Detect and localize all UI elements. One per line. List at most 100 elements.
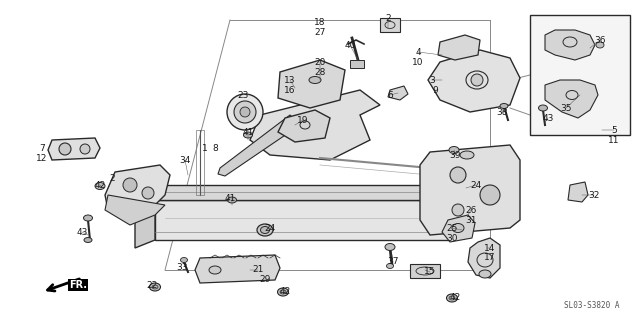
Ellipse shape: [227, 197, 236, 203]
Text: 17: 17: [485, 253, 496, 262]
Polygon shape: [105, 195, 165, 225]
Circle shape: [227, 94, 263, 130]
Bar: [196, 130, 204, 195]
Polygon shape: [388, 86, 408, 100]
Text: 20: 20: [314, 58, 326, 67]
Text: 39: 39: [449, 150, 461, 159]
Text: 2: 2: [109, 173, 115, 182]
Text: 12: 12: [36, 154, 48, 163]
Ellipse shape: [149, 283, 161, 291]
Text: 43: 43: [76, 228, 88, 236]
Text: 4: 4: [415, 47, 421, 57]
Polygon shape: [155, 200, 450, 240]
Ellipse shape: [84, 237, 92, 243]
Text: 31: 31: [465, 215, 477, 225]
Ellipse shape: [209, 266, 221, 274]
Text: 41: 41: [243, 127, 254, 137]
Text: 6: 6: [387, 91, 393, 100]
Text: 19: 19: [297, 116, 309, 124]
Text: 35: 35: [560, 103, 572, 113]
Text: 29: 29: [259, 276, 271, 284]
Text: 24: 24: [471, 180, 481, 189]
Ellipse shape: [260, 227, 269, 234]
Text: 24: 24: [264, 223, 276, 233]
Text: 37: 37: [387, 258, 399, 267]
Polygon shape: [568, 182, 588, 202]
Text: 22: 22: [147, 282, 157, 291]
Text: SL03-S3820 A: SL03-S3820 A: [565, 301, 620, 310]
Ellipse shape: [500, 103, 508, 108]
Polygon shape: [155, 185, 450, 200]
Text: 13: 13: [284, 76, 296, 84]
Text: 23: 23: [237, 91, 249, 100]
Circle shape: [450, 167, 466, 183]
Ellipse shape: [446, 294, 457, 302]
Ellipse shape: [387, 263, 394, 268]
Polygon shape: [135, 185, 155, 248]
Circle shape: [123, 178, 137, 192]
Text: 2: 2: [385, 13, 391, 22]
Text: 34: 34: [179, 156, 190, 164]
Text: 7: 7: [39, 143, 45, 153]
Text: 42: 42: [450, 293, 460, 302]
Polygon shape: [468, 238, 500, 278]
Polygon shape: [442, 215, 475, 242]
Text: 3: 3: [429, 76, 435, 84]
Polygon shape: [218, 115, 300, 176]
Text: 9: 9: [432, 85, 438, 94]
Polygon shape: [250, 90, 380, 160]
Polygon shape: [545, 30, 595, 60]
Polygon shape: [420, 145, 520, 235]
Text: 14: 14: [485, 244, 496, 252]
Circle shape: [452, 204, 464, 216]
Text: 15: 15: [424, 268, 436, 276]
Bar: [410, 264, 440, 278]
Text: 40: 40: [344, 41, 356, 50]
Circle shape: [240, 107, 250, 117]
Circle shape: [480, 185, 500, 205]
Text: 36: 36: [594, 36, 606, 44]
Ellipse shape: [449, 147, 459, 154]
Text: 27: 27: [314, 28, 326, 36]
Text: 1: 1: [202, 143, 208, 153]
Polygon shape: [438, 35, 480, 60]
Bar: [530, 15, 630, 135]
Ellipse shape: [479, 270, 491, 278]
Text: 41: 41: [224, 194, 236, 203]
Text: 21: 21: [252, 266, 264, 275]
Circle shape: [142, 187, 154, 199]
Polygon shape: [105, 165, 170, 218]
Text: FR.: FR.: [69, 280, 87, 290]
Text: 11: 11: [608, 135, 620, 145]
Ellipse shape: [449, 296, 455, 300]
Ellipse shape: [257, 224, 273, 236]
Polygon shape: [195, 255, 280, 283]
Text: 16: 16: [284, 85, 296, 94]
Text: 33: 33: [177, 263, 188, 273]
Text: 25: 25: [446, 223, 458, 233]
Ellipse shape: [538, 105, 547, 111]
Text: 38: 38: [496, 108, 508, 116]
Polygon shape: [48, 138, 100, 160]
Text: 18: 18: [314, 18, 326, 27]
Polygon shape: [278, 60, 345, 108]
Text: 30: 30: [446, 234, 458, 243]
Text: 42: 42: [279, 287, 291, 297]
Ellipse shape: [83, 215, 93, 221]
Ellipse shape: [596, 42, 604, 48]
Text: 10: 10: [412, 58, 424, 67]
Bar: [380, 18, 400, 32]
Ellipse shape: [243, 132, 253, 138]
Ellipse shape: [460, 151, 474, 159]
Ellipse shape: [277, 288, 288, 296]
Polygon shape: [278, 110, 330, 142]
Ellipse shape: [152, 285, 158, 289]
Circle shape: [471, 74, 483, 86]
Ellipse shape: [95, 182, 105, 189]
Bar: [350, 60, 364, 68]
Ellipse shape: [309, 76, 321, 84]
Text: 26: 26: [465, 205, 477, 214]
Text: 43: 43: [542, 114, 554, 123]
Circle shape: [59, 143, 71, 155]
Ellipse shape: [280, 290, 286, 294]
